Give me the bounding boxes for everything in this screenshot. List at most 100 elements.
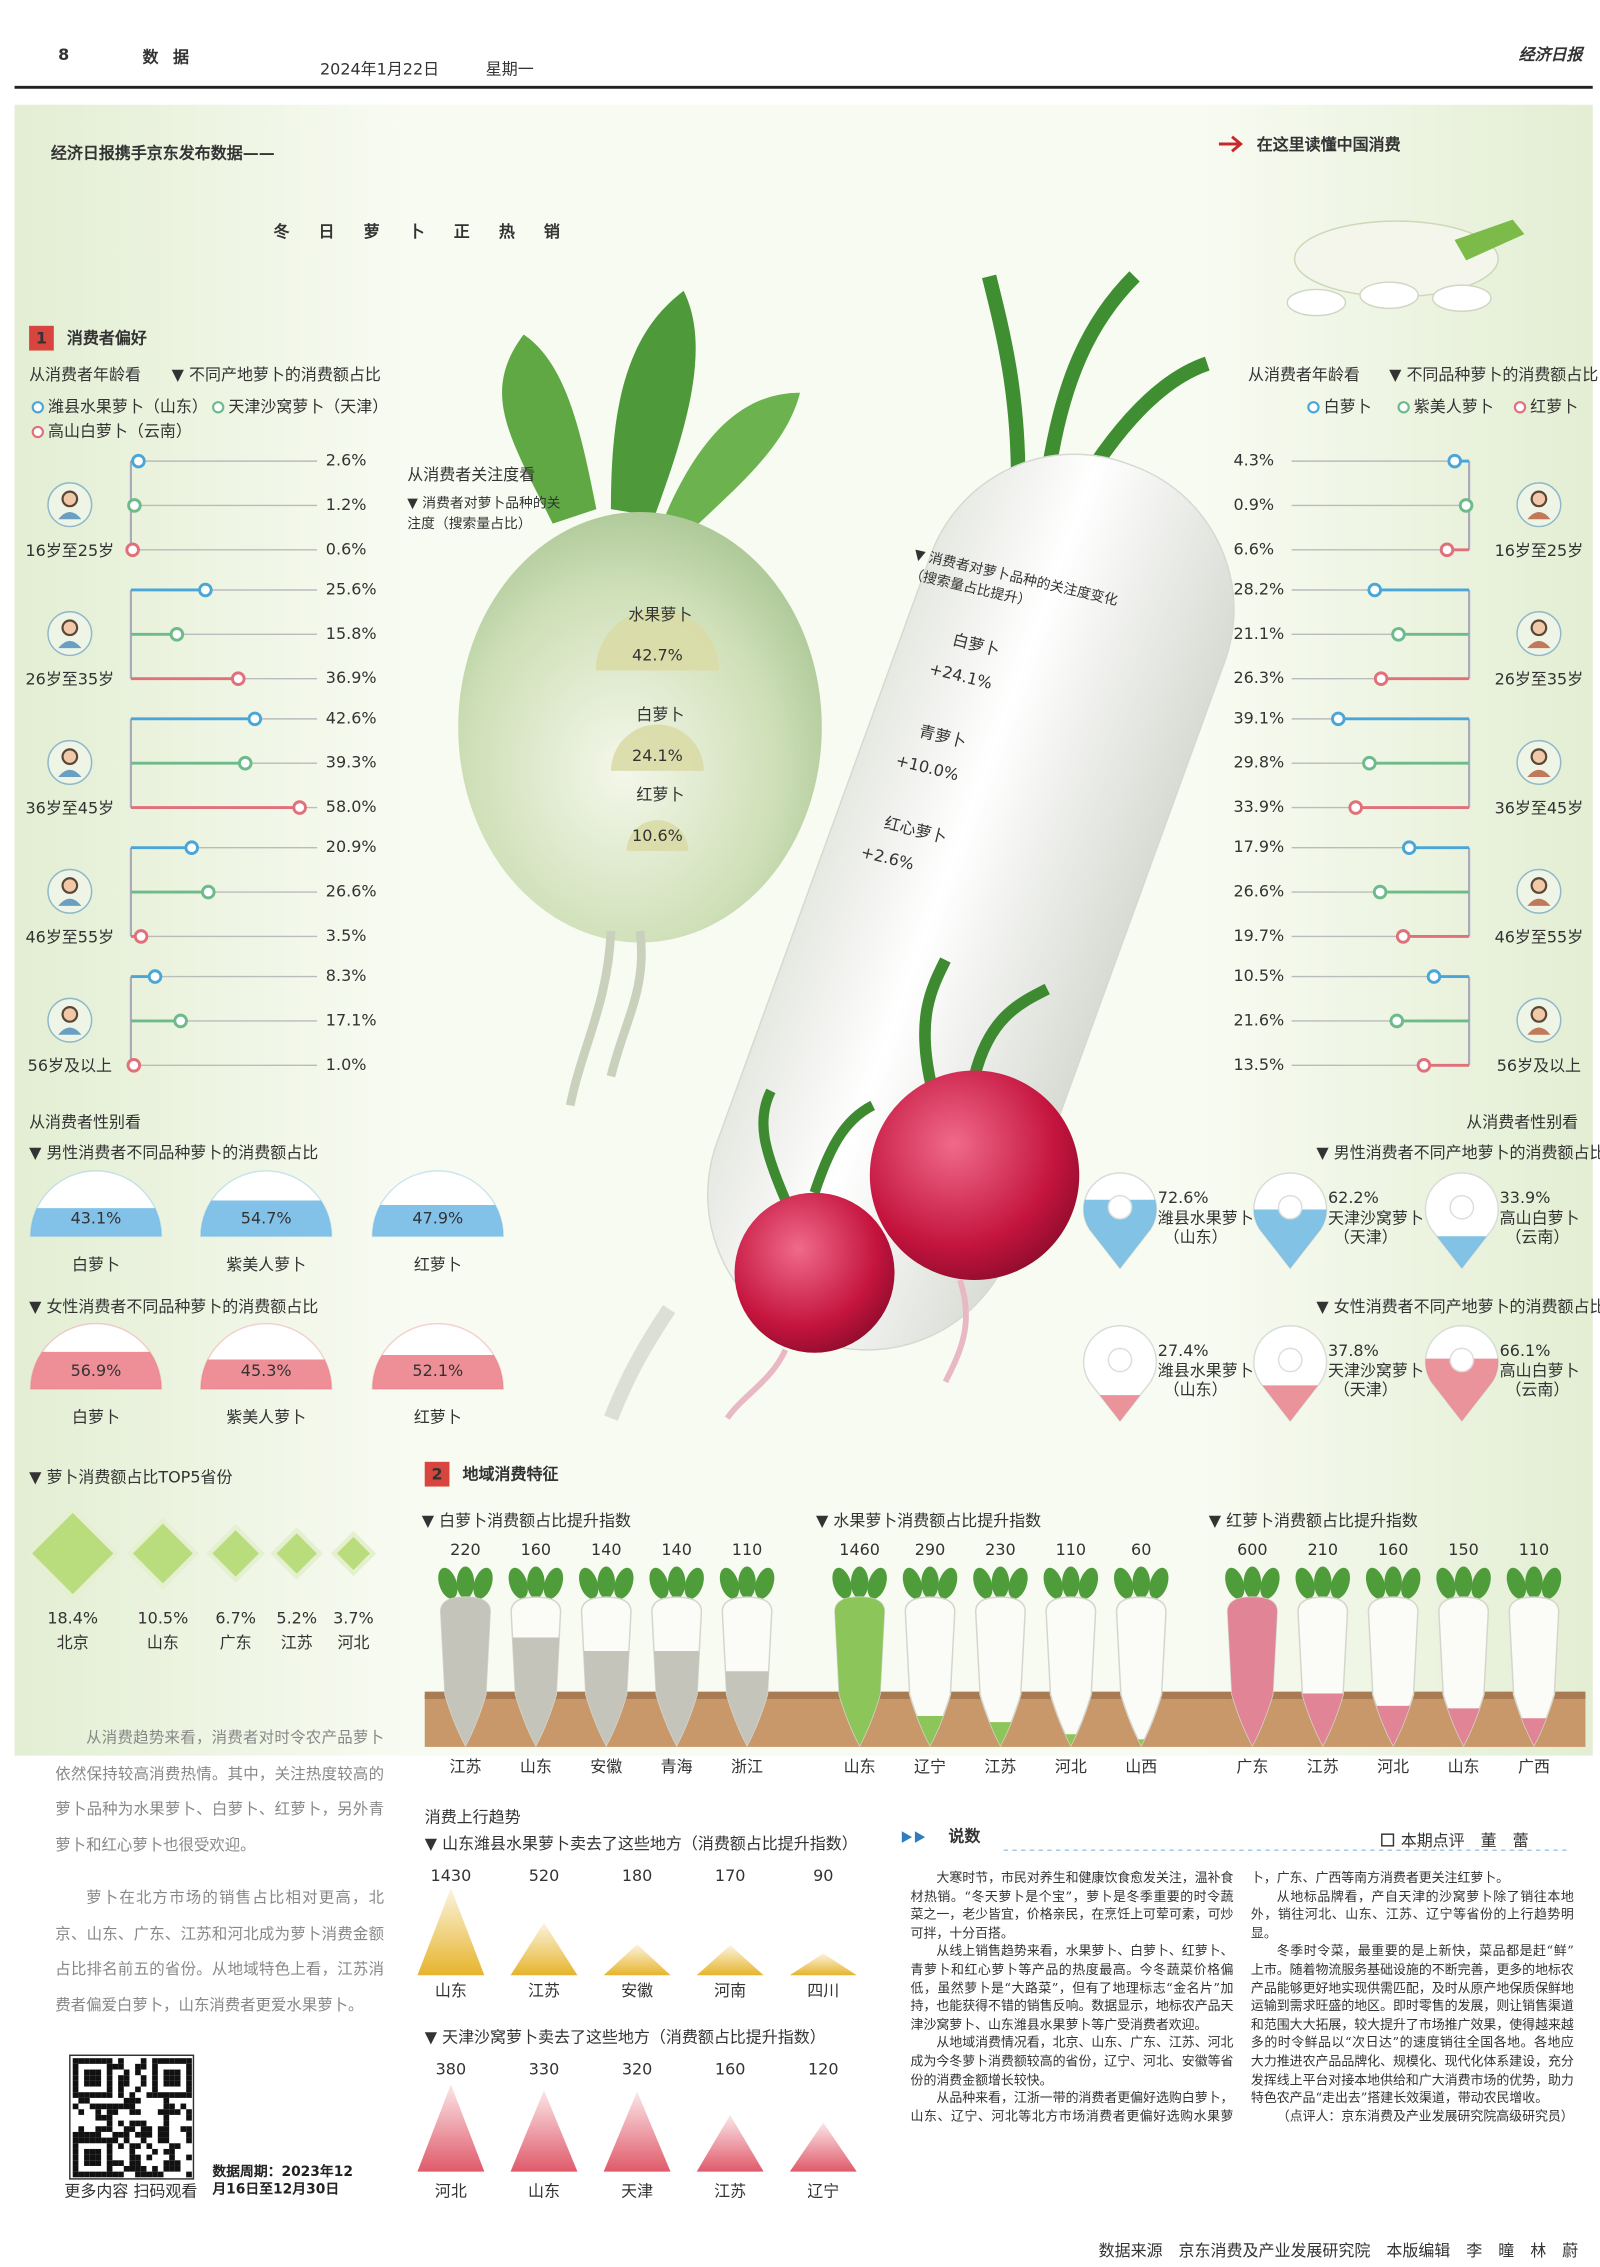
qr-module — [84, 2148, 90, 2155]
value-label: 2.6% — [326, 451, 367, 470]
qr-module — [163, 2126, 170, 2132]
semicircle — [611, 724, 704, 771]
radish-leaf — [1078, 1567, 1099, 1599]
radish-fill — [1138, 1739, 1145, 1746]
qr-module — [72, 2075, 79, 2081]
category-label: 紫美人萝卜 — [226, 1255, 306, 1274]
value-label: 90 — [813, 1866, 833, 1885]
qr-module — [106, 2058, 113, 2064]
qr-module — [84, 2069, 90, 2076]
qr-module — [72, 2063, 79, 2070]
section-title: 地域消费特征 — [463, 1464, 559, 1483]
qr-module — [163, 2114, 170, 2121]
avatar-head — [1530, 490, 1548, 508]
legend-marker — [31, 425, 44, 439]
category-label: 河北 — [1055, 1757, 1087, 1776]
qr-module — [95, 2114, 102, 2121]
category-label: 广东 — [1236, 1757, 1268, 1776]
qr-module — [174, 2160, 181, 2166]
qr-module — [101, 2058, 107, 2064]
age-label: 16岁至25岁 — [1495, 541, 1584, 560]
value-label: 380 — [436, 2059, 467, 2078]
qr-module — [152, 2086, 158, 2093]
avatar-body — [58, 640, 82, 649]
legend-marker — [211, 401, 225, 414]
qr-module — [169, 2075, 175, 2081]
qr-module — [152, 2171, 158, 2178]
qr-module — [95, 2171, 102, 2178]
qr-module — [129, 2092, 136, 2098]
diamond — [270, 1527, 324, 1580]
qr-module — [72, 2148, 79, 2155]
avatar-head — [61, 877, 79, 894]
qr-module — [95, 2058, 102, 2064]
qr-module — [163, 2148, 170, 2155]
qr-module — [152, 2063, 158, 2070]
chart-heading: 从消费者性别看 — [29, 1112, 141, 1131]
qr-module — [163, 2109, 170, 2115]
qr-module — [84, 2097, 90, 2104]
value-label: 110 — [1056, 1540, 1087, 1559]
qr-module — [186, 2137, 192, 2144]
radish-fill — [834, 1597, 885, 1746]
radish-leaf — [684, 1567, 704, 1599]
value-label: 19.7% — [1233, 926, 1284, 945]
pin-hole — [1107, 1347, 1133, 1373]
value-label: 62.2% — [1328, 1188, 1379, 1207]
qr-module — [106, 2171, 113, 2178]
category-label: 紫美人萝卜 — [226, 1408, 306, 1427]
qr-module — [118, 2075, 124, 2081]
value-label: 10.5% — [138, 1608, 189, 1627]
qr-module — [84, 2171, 90, 2178]
category-label: 高山白萝卜 — [1500, 1361, 1580, 1380]
qr-module — [89, 2069, 96, 2076]
qr-module — [135, 2120, 141, 2127]
qr-module — [106, 2086, 113, 2093]
qr-module — [186, 2086, 192, 2093]
value-label: 110 — [732, 1540, 763, 1559]
category-label: 辽宁 — [807, 2181, 839, 2200]
chart-subtitle: ▼ 女性消费者不同产地萝卜的消费额占比 — [1316, 1297, 1600, 1316]
chart-subtitle: ▼ 水果萝卜消费额占比提升指数 — [816, 1511, 1041, 1530]
qr-module — [169, 2154, 175, 2161]
region-label: （山东） — [1164, 1380, 1228, 1399]
qr-module — [163, 2080, 170, 2087]
chart-subtitle: ▼ 女性消费者不同品种萝卜的消费额占比 — [29, 1297, 318, 1316]
radish-fill — [1447, 1708, 1480, 1746]
byline-box — [1381, 1833, 1395, 1847]
value-label: 1.0% — [326, 1055, 367, 1074]
value-dot — [133, 929, 149, 944]
paragraph: 从消费趋势来看，消费者对时令农产品萝卜依然保持较高消费热情。其中，关注热度较高的… — [55, 1729, 384, 1854]
qr-module — [152, 2165, 158, 2172]
qr-module — [169, 2092, 175, 2098]
qr-module — [106, 2154, 113, 2161]
qr-module — [106, 2148, 113, 2155]
qr-module — [89, 2137, 96, 2144]
section-number: 2 — [432, 1464, 443, 1483]
radish-leaf — [1525, 1566, 1543, 1599]
dome-fill — [200, 1200, 332, 1237]
radish-fill — [1227, 1597, 1278, 1746]
qr-module — [163, 2097, 170, 2104]
qr-module — [180, 2103, 187, 2110]
radish-leaf — [719, 1567, 740, 1599]
radish-leaf — [1043, 1567, 1063, 1599]
triangle — [510, 2090, 578, 2172]
qr-module — [89, 2171, 96, 2178]
radish-fill — [654, 1651, 700, 1746]
value-label: 17.1% — [326, 1010, 377, 1029]
qr-module — [78, 2109, 85, 2115]
qr-module — [180, 2126, 187, 2132]
value-dot — [1331, 711, 1346, 727]
qr-module — [123, 2165, 130, 2172]
category-label: 水果萝卜 — [628, 605, 692, 624]
chart-subtitle: ▼ 天津沙窝萝卜卖去了这些地方（消费额占比提升指数） — [425, 2027, 826, 2046]
commentary-arrows — [901, 1831, 926, 1843]
radish-fill — [725, 1671, 769, 1746]
value-label: 36.9% — [326, 668, 377, 687]
radish-body — [1045, 1596, 1097, 1747]
qr-module — [157, 2137, 164, 2144]
radish-leaf — [1541, 1567, 1562, 1599]
value-dot — [1373, 671, 1389, 686]
